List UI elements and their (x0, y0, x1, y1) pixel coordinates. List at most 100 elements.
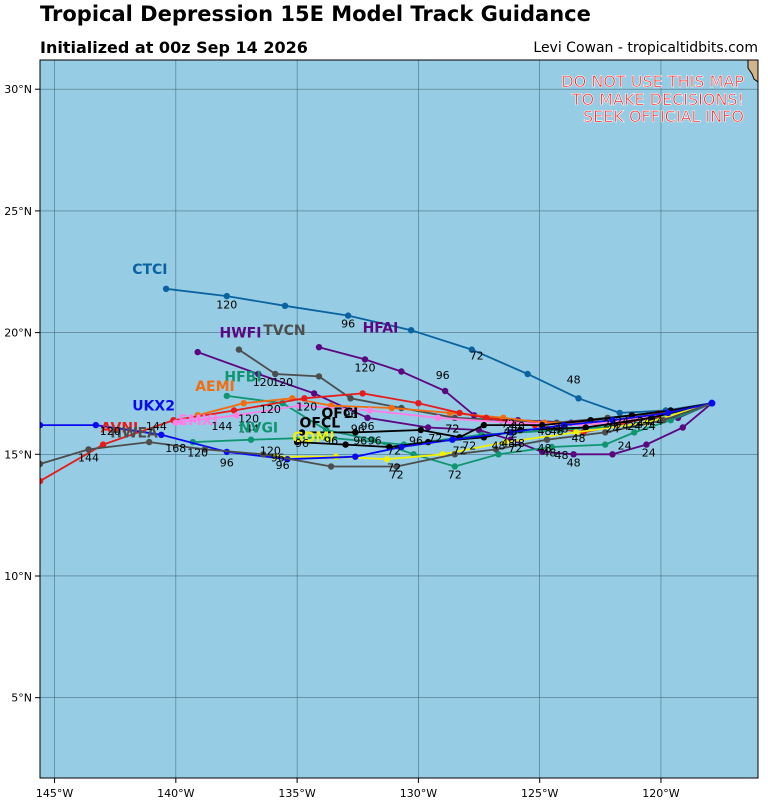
hour-label: 48 (511, 420, 525, 433)
hour-label: 72 (448, 469, 462, 482)
hour-label: 72 (470, 349, 484, 362)
track-point-ukx2 (665, 409, 672, 417)
hour-label: 48 (538, 425, 552, 438)
hour-label: 144 (211, 420, 232, 433)
track-point-gdmi (383, 456, 391, 463)
hour-label: 72 (390, 469, 404, 482)
track-point-hwfi (441, 387, 449, 395)
track-point-hwea (602, 429, 609, 436)
hour-label: 72 (508, 442, 522, 455)
track-point-hfbi (451, 463, 458, 470)
track-point-aemi (388, 404, 395, 412)
track-emxi (172, 402, 713, 429)
hour-label: 120 (260, 403, 281, 416)
track-point-emxi (434, 414, 441, 421)
track-point-ukx2 (609, 417, 616, 424)
track-point-tvcn (347, 395, 354, 402)
track-point-ctci (524, 370, 531, 378)
credit-text: Levi Cowan - tropicaltidbits.com (533, 40, 758, 56)
model-label-emxi: EMXI (178, 413, 218, 429)
track-point-hwfi (361, 356, 369, 363)
hour-label: 120 (187, 447, 208, 460)
track-point-aemi (240, 400, 247, 407)
hour-label: 72 (501, 418, 515, 431)
track-point-hwfi (398, 368, 405, 375)
hour-label: 96 (353, 435, 367, 448)
track-point-ctci (344, 312, 352, 319)
track-point-hwea (451, 451, 458, 458)
hour-label: 24 (606, 422, 620, 435)
track-point-hfbi (223, 392, 230, 400)
track-point-hfai (194, 348, 201, 356)
hour-label: 96 (344, 408, 358, 421)
track-point-hfai (679, 424, 686, 431)
track-point-ofcl (480, 421, 488, 429)
warning-line-2: TO MAKE DECISIONS! (571, 90, 744, 109)
hour-label: 24 (603, 418, 617, 431)
track-point-emxi (172, 419, 179, 426)
hour-label: 120 (253, 376, 274, 389)
track-line-hfbi (226, 395, 713, 468)
track-point-hwea (40, 460, 44, 468)
track-point-hwfi (315, 344, 323, 351)
track-ukx2 (40, 402, 713, 463)
track-point-ukx2 (158, 431, 165, 438)
track-point-ctci (616, 409, 623, 417)
track-point-hfbi (548, 443, 555, 451)
hour-label: 48 (492, 439, 506, 452)
track-point-avni (456, 409, 463, 417)
hour-label: 168 (165, 442, 186, 455)
track-point-ctci (223, 292, 230, 300)
model-label-ofci: OFCI (321, 406, 358, 422)
hour-label: 48 (538, 442, 552, 455)
hour-label: 72 (428, 432, 442, 445)
hour-label: 48 (567, 457, 581, 470)
hour-label: 144 (78, 452, 99, 465)
hour-label: 120 (355, 362, 376, 375)
track-point-ukx2 (449, 436, 456, 443)
track-point-hwea (660, 417, 667, 424)
plot-frame (39, 59, 759, 779)
track-point-hfai (255, 370, 262, 378)
hour-label: 96 (324, 435, 338, 448)
hour-label: 72 (453, 444, 467, 457)
hour-label: 72 (387, 461, 401, 474)
track-point-hwea (393, 463, 400, 470)
hour-label: 48 (504, 425, 518, 438)
track-point-avni (40, 477, 44, 485)
hour-label: 48 (542, 447, 556, 460)
track-point-hfai (424, 424, 432, 431)
track-hfai (194, 348, 713, 458)
track-point-hfai (609, 451, 616, 458)
track-point-ctci (575, 395, 582, 402)
track-point-ukx2 (92, 421, 100, 429)
hour-label: 96 (276, 459, 290, 472)
track-point-hwea (85, 446, 92, 453)
model-label-tvcn: TVCN (263, 323, 305, 339)
hour-label: 24 (630, 418, 644, 431)
model-label-ofcl: OFCL (300, 416, 341, 432)
track-point-ctci (162, 285, 170, 292)
model-label-aemi: AEMI (195, 379, 235, 395)
map-title: Tropical Depression 15E Model Track Guid… (40, 2, 591, 26)
track-point-avni (99, 441, 107, 448)
track-point-hwea (260, 451, 267, 458)
track-point-ofcl (298, 429, 306, 436)
x-tick-label: 125°W (521, 787, 558, 800)
track-point-hfai (364, 414, 371, 421)
track-line-ofcl (302, 402, 713, 439)
track-point-gdmi (572, 429, 580, 436)
model-tracks (40, 285, 716, 485)
hour-label: 96 (409, 435, 423, 448)
hour-label: 96 (351, 422, 365, 435)
track-point-emxi (296, 402, 303, 409)
hour-label: 120 (238, 413, 259, 426)
hour-label: 96 (341, 318, 355, 331)
track-point-hwea (201, 446, 209, 453)
hour-label: 120 (272, 376, 293, 389)
track-point-ctci (407, 327, 415, 334)
model-label-hfai: HFAI (363, 321, 399, 337)
track-point-gdmi (502, 438, 509, 446)
track-point-nvgi (320, 434, 327, 441)
